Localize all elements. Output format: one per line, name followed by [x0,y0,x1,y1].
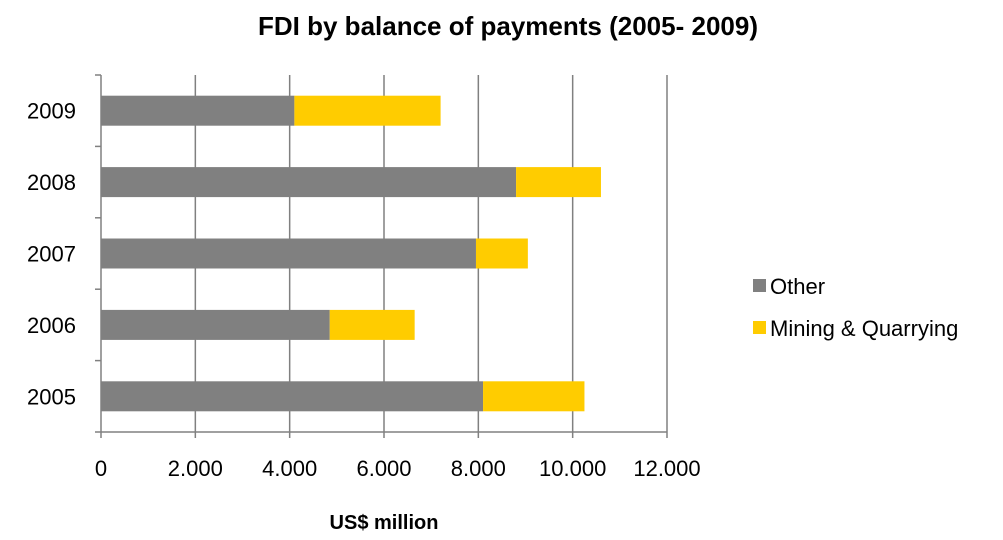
x-tick-label: 0 [95,456,107,481]
bar-2005-other [101,381,484,412]
bars [101,95,601,412]
x-tick-label: 12.000 [633,456,700,481]
bar-2008-mining-quarrying [516,167,601,198]
bar-2006-mining-quarrying [329,309,415,340]
x-tick-label: 8.000 [451,456,506,481]
y-tick-label: 2006 [27,313,76,338]
bar-2007-mining-quarrying [475,238,528,269]
x-tick-label: 6.000 [356,456,411,481]
x-tick-label: 10.000 [539,456,606,481]
bar-2009-other [101,95,295,126]
legend-label-mining-quarrying: Mining & Quarrying [770,316,958,341]
y-tick-label: 2007 [27,242,76,267]
axes [95,74,668,438]
y-tick-label: 2009 [27,99,76,124]
legend-swatch-mining-quarrying [753,321,766,334]
legend: Other Mining & Quarrying [753,274,958,341]
x-axis-label: US$ million [330,512,439,534]
bar-2007-other [101,238,476,269]
x-tick-label: 4.000 [262,456,317,481]
chart-title: FDI by balance of payments (2005- 2009) [258,11,758,41]
bar-2006-other [101,309,330,340]
bar-2009-mining-quarrying [294,95,441,126]
x-tick-label: 2.000 [168,456,223,481]
bar-2008-other [101,167,517,198]
tick-labels: 0 2.000 4.000 6.000 8.000 10.000 12.000 2005 200… [27,99,701,481]
bar-2005-mining-quarrying [483,381,585,412]
legend-label-other: Other [770,274,825,299]
y-tick-label: 2008 [27,170,76,195]
y-tick-label: 2005 [27,384,76,409]
legend-swatch-other [753,279,766,292]
